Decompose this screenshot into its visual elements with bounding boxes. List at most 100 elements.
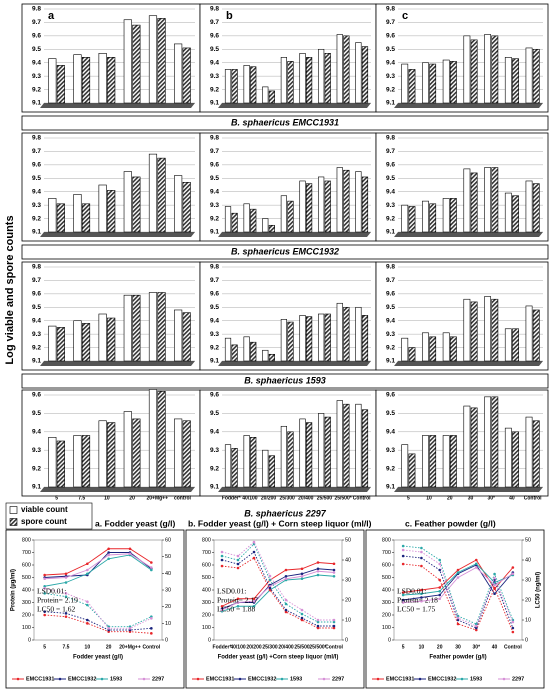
floor bbox=[394, 103, 543, 108]
bar bbox=[408, 69, 416, 104]
bar bbox=[343, 306, 350, 362]
bar bbox=[231, 344, 238, 362]
bar bbox=[525, 180, 533, 233]
point bbox=[420, 546, 423, 550]
x-tick-label: 20+Mg++ bbox=[119, 644, 141, 650]
bar bbox=[318, 176, 325, 233]
y-tick-label: 9.1 bbox=[32, 484, 41, 491]
point bbox=[236, 558, 240, 562]
legend-marker bbox=[502, 677, 506, 681]
y-tick-label: 200 bbox=[202, 612, 211, 618]
point bbox=[511, 572, 515, 576]
legend-marker bbox=[196, 677, 200, 681]
x-axis-title: Feather powder (g/l) bbox=[429, 655, 486, 661]
y-tick-label: 9.2 bbox=[386, 86, 395, 93]
x-tick-label: 5 bbox=[55, 495, 58, 501]
bar bbox=[243, 65, 250, 104]
bar bbox=[224, 337, 232, 362]
y-tick-label: 9.5 bbox=[386, 46, 395, 53]
point bbox=[284, 598, 288, 602]
bar bbox=[449, 198, 457, 233]
floor bbox=[218, 232, 371, 237]
bar bbox=[157, 157, 166, 233]
bar bbox=[504, 192, 512, 233]
x-tick-label: 30 bbox=[455, 644, 461, 650]
bar bbox=[107, 190, 116, 233]
annotation: LSD0.01: bbox=[37, 587, 66, 596]
y2-tick-label: 20 bbox=[345, 597, 351, 603]
legend-label: 1593 bbox=[470, 676, 482, 682]
x-tick-label: Fodder* bbox=[213, 644, 232, 650]
protein-line bbox=[44, 553, 152, 580]
lc50-line bbox=[44, 587, 152, 629]
y-tick-label: 9.6 bbox=[386, 33, 395, 40]
legend-label: 2297 bbox=[512, 676, 524, 682]
y-tick-label: 9.3 bbox=[386, 447, 395, 454]
lc50-line bbox=[221, 557, 334, 629]
y-tick-label: 9.4 bbox=[386, 188, 395, 195]
bar bbox=[299, 418, 306, 488]
legend-marker bbox=[100, 677, 104, 681]
bar bbox=[132, 24, 141, 104]
bar bbox=[491, 35, 499, 104]
legend-marker bbox=[418, 677, 422, 681]
y-tick-label: 9.1 bbox=[210, 484, 219, 491]
point bbox=[474, 624, 478, 628]
y-tick-label: 700 bbox=[382, 550, 391, 556]
point bbox=[493, 583, 496, 587]
lc50-line bbox=[44, 614, 152, 634]
point bbox=[401, 601, 405, 604]
bar bbox=[287, 61, 294, 104]
bar bbox=[250, 341, 257, 362]
bar bbox=[355, 403, 362, 488]
bar bbox=[262, 218, 269, 233]
point bbox=[493, 572, 496, 576]
point bbox=[401, 562, 405, 566]
y-tick-label: 9.6 bbox=[210, 162, 219, 169]
y-tick-label: 100 bbox=[202, 625, 211, 631]
point bbox=[316, 624, 320, 628]
point bbox=[128, 547, 132, 551]
y-tick-label: 9.6 bbox=[210, 33, 219, 40]
point bbox=[511, 620, 515, 624]
bar bbox=[324, 180, 331, 233]
y-tick-label: 9.8 bbox=[210, 264, 219, 271]
floor bbox=[40, 103, 195, 108]
bar bbox=[470, 39, 478, 104]
bar bbox=[56, 65, 65, 104]
point bbox=[456, 568, 460, 572]
bar bbox=[355, 171, 362, 233]
point bbox=[268, 586, 272, 590]
bar bbox=[73, 54, 82, 104]
x-tick-label: 10 bbox=[426, 495, 432, 501]
y2-tick-label: 0 bbox=[345, 637, 348, 643]
y-axis-title: Log viable and spore counts bbox=[4, 215, 16, 364]
x-tick-label: 5 bbox=[407, 495, 410, 501]
x-tick-label: 20 bbox=[437, 644, 443, 650]
point bbox=[64, 612, 68, 615]
point bbox=[493, 592, 496, 596]
bar bbox=[132, 418, 141, 488]
y-tick-label: 9.1 bbox=[32, 358, 41, 365]
strain-label: B. sphaericus EMCC1931 bbox=[231, 117, 339, 127]
y-tick-label: 9.6 bbox=[210, 392, 219, 399]
bar bbox=[287, 321, 294, 362]
bar bbox=[361, 409, 369, 488]
bar bbox=[287, 431, 294, 488]
point bbox=[474, 622, 478, 626]
bar bbox=[48, 58, 57, 104]
point bbox=[474, 566, 478, 569]
y2-tick-label: 40 bbox=[345, 557, 351, 563]
bar bbox=[324, 313, 331, 362]
bar bbox=[268, 224, 275, 233]
point bbox=[474, 628, 478, 632]
y-tick-label: 9.4 bbox=[210, 59, 219, 66]
point bbox=[107, 547, 110, 551]
point bbox=[456, 618, 460, 622]
y-tick-label: 9.6 bbox=[386, 291, 395, 298]
bar bbox=[262, 449, 269, 488]
bar bbox=[449, 336, 457, 362]
y-tick-label: 9.6 bbox=[32, 33, 41, 40]
y-tick-label: 9.6 bbox=[210, 291, 219, 298]
bar bbox=[268, 455, 275, 488]
